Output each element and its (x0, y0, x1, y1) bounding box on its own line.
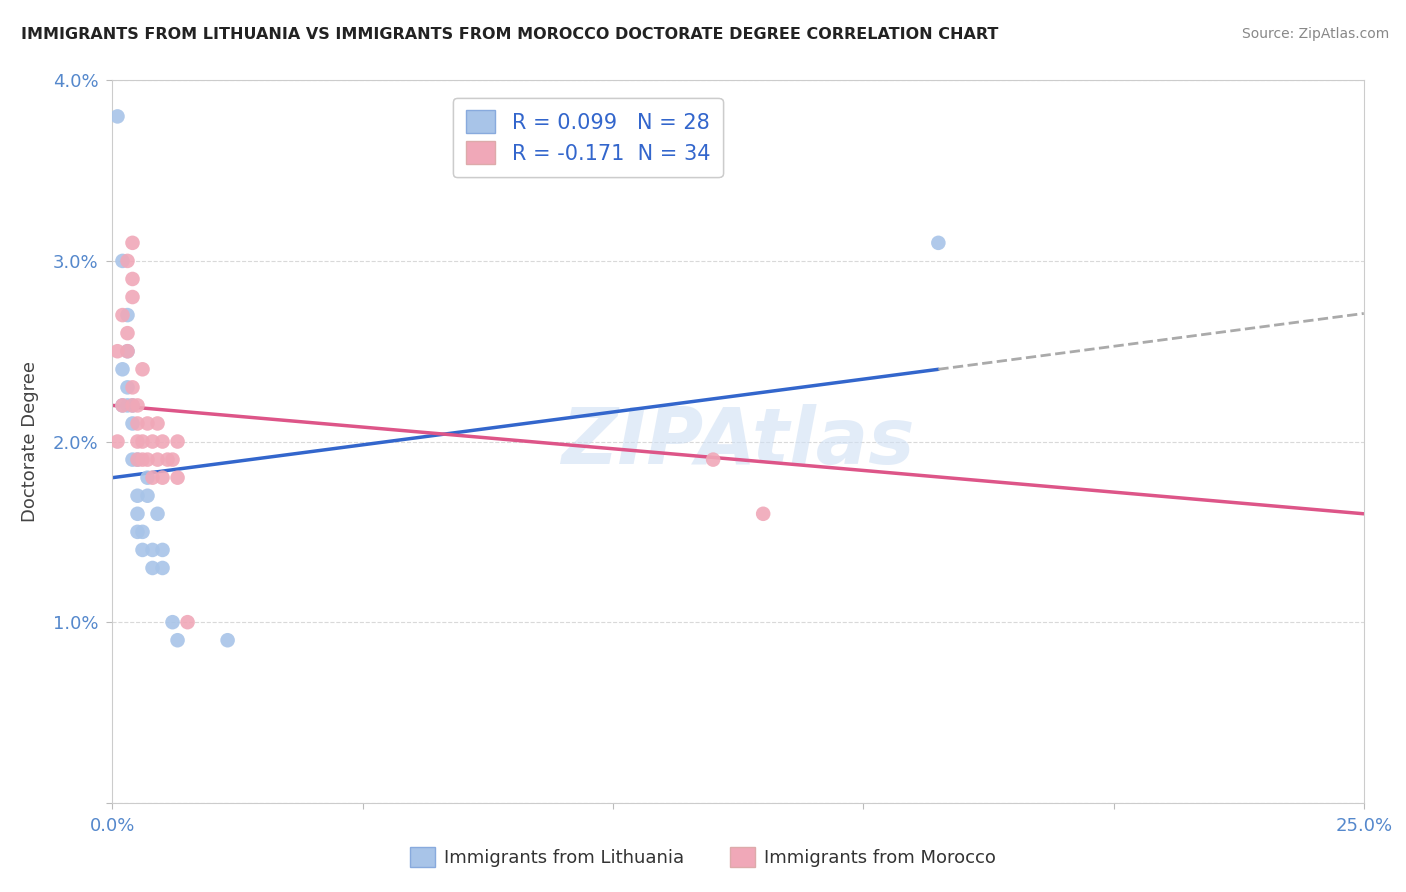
Point (107, 434, 129, 449)
Point (117, 380, 139, 394)
Point (152, 542, 174, 557)
Point (117, 253, 139, 268)
Point (141, 542, 163, 557)
Point (702, 452, 724, 467)
Point (176, 615, 198, 630)
Point (162, 452, 184, 467)
Point (117, 344, 139, 359)
Point (127, 524, 149, 539)
Point (152, 434, 174, 449)
Point (136, 452, 159, 467)
Point (146, 417, 169, 431)
Point (156, 452, 179, 467)
Point (111, 398, 134, 412)
Text: IMMIGRANTS FROM LITHUANIA VS IMMIGRANTS FROM MOROCCO DOCTORATE DEGREE CORRELATIO: IMMIGRANTS FROM LITHUANIA VS IMMIGRANTS … (21, 27, 998, 42)
Point (131, 452, 153, 467)
Y-axis label: Doctorate Degree: Doctorate Degree (21, 361, 39, 522)
Point (131, 362, 153, 376)
Point (166, 471, 188, 485)
Point (152, 471, 174, 485)
Point (166, 434, 188, 449)
Point (152, 561, 174, 575)
Point (117, 308, 139, 322)
Point (127, 452, 149, 467)
Point (217, 633, 239, 648)
Legend: Immigrants from Lithuania, Immigrants from Morocco: Immigrants from Lithuania, Immigrants fr… (404, 839, 1002, 874)
Point (131, 524, 153, 539)
Point (121, 452, 143, 467)
Point (121, 398, 143, 412)
Point (136, 471, 159, 485)
Point (107, 109, 129, 123)
Text: Source: ZipAtlas.com: Source: ZipAtlas.com (1241, 27, 1389, 41)
Point (131, 542, 153, 557)
Point (127, 417, 149, 431)
Point (107, 344, 129, 359)
Point (121, 417, 143, 431)
Point (127, 489, 149, 503)
Point (121, 235, 143, 250)
Point (146, 452, 169, 467)
Point (141, 434, 163, 449)
Point (752, 507, 775, 521)
Point (111, 308, 134, 322)
Text: ZIPAtlas: ZIPAtlas (561, 403, 915, 480)
Point (111, 253, 134, 268)
Point (127, 452, 149, 467)
Point (111, 362, 134, 376)
Point (131, 434, 153, 449)
Point (136, 417, 159, 431)
Point (166, 633, 188, 648)
Point (111, 398, 134, 412)
Point (117, 398, 139, 412)
Point (927, 235, 949, 250)
Point (117, 344, 139, 359)
Point (121, 272, 143, 286)
Point (127, 434, 149, 449)
Point (121, 398, 143, 412)
Point (141, 561, 163, 575)
Point (141, 471, 163, 485)
Point (121, 290, 143, 304)
Point (136, 489, 159, 503)
Legend: R = 0.099   N = 28, R = -0.171  N = 34: R = 0.099 N = 28, R = -0.171 N = 34 (453, 98, 723, 177)
Point (121, 380, 143, 394)
Point (117, 326, 139, 340)
Point (127, 507, 149, 521)
Point (162, 615, 184, 630)
Point (127, 398, 149, 412)
Point (146, 507, 169, 521)
